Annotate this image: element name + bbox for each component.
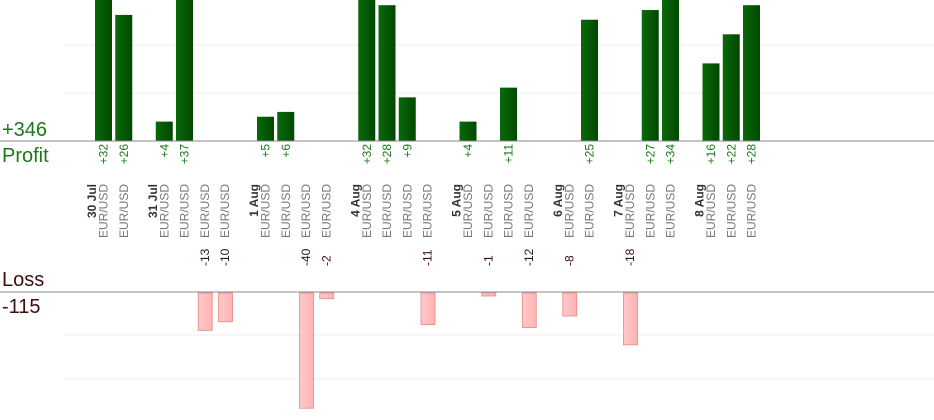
loss-value-label: -12 bbox=[522, 248, 536, 266]
profit-value-label: +27 bbox=[643, 144, 657, 165]
profit-bar bbox=[277, 111, 295, 141]
gridlines bbox=[64, 44, 934, 380]
loss-value-label: -11 bbox=[421, 249, 435, 266]
pair-tick-label: EUR/USD bbox=[461, 184, 475, 238]
profit-bar bbox=[743, 5, 760, 142]
loss-value-label: -13 bbox=[198, 248, 212, 266]
profit-bar bbox=[581, 19, 598, 141]
profit-bar bbox=[702, 63, 720, 141]
profit-bar bbox=[95, 0, 112, 141]
loss-value-label: -40 bbox=[299, 248, 313, 266]
date-label: 7 Aug bbox=[612, 184, 626, 217]
loss-bar bbox=[420, 292, 436, 326]
profit-bar bbox=[722, 34, 740, 141]
loss-bar bbox=[218, 292, 233, 323]
pair-tick-label: EUR/USD bbox=[117, 184, 131, 238]
profit-value-label: +34 bbox=[664, 144, 678, 165]
pair-tick-label: EUR/USD bbox=[360, 184, 374, 238]
loss-bar bbox=[197, 292, 213, 331]
profit-value-label: +11 bbox=[502, 144, 516, 164]
loss-value-label: -2 bbox=[319, 255, 333, 266]
pair-tick-label: EUR/USD bbox=[583, 184, 597, 238]
loss-value-label: -1 bbox=[481, 255, 495, 266]
profit-value-label: +25 bbox=[583, 144, 597, 165]
pair-tick-label: EUR/USD bbox=[421, 184, 435, 238]
loss-value-label: -10 bbox=[218, 248, 232, 266]
profit-value-label: +28 bbox=[380, 144, 394, 165]
profit-value-label: +6 bbox=[279, 144, 293, 158]
bars bbox=[95, 0, 760, 409]
pair-tick-label: EUR/USD bbox=[259, 184, 273, 238]
profit-value-label: +26 bbox=[117, 144, 131, 165]
date-label: 31 Jul bbox=[146, 184, 160, 218]
profit-value-label: +37 bbox=[178, 144, 192, 165]
date-label: 5 Aug bbox=[450, 184, 464, 217]
loss-total: -115 bbox=[2, 296, 41, 318]
profit-value-label: +9 bbox=[400, 144, 414, 158]
pair-tick-label: EUR/USD bbox=[724, 184, 738, 238]
pair-tick-label: EUR/USD bbox=[198, 184, 212, 238]
profit-bar bbox=[500, 87, 517, 141]
loss-bar bbox=[481, 292, 497, 297]
profit-bar bbox=[176, 0, 193, 141]
profit-bar bbox=[155, 121, 173, 141]
pair-tick-label: EUR/USD bbox=[704, 184, 718, 238]
pair-tick-label: EUR/USD bbox=[299, 184, 313, 238]
date-label: 4 Aug bbox=[348, 184, 362, 217]
date-label: 1 Aug bbox=[247, 184, 261, 217]
loss-value-label: -18 bbox=[623, 248, 637, 266]
pair-tick-label: EUR/USD bbox=[481, 184, 495, 238]
loss-bar bbox=[623, 292, 638, 346]
loss-bar bbox=[562, 292, 578, 317]
date-label: 8 Aug bbox=[693, 184, 707, 217]
profit-bar bbox=[662, 0, 679, 141]
profit-value-label: +4 bbox=[461, 144, 475, 158]
pair-tick-label: EUR/USD bbox=[380, 184, 394, 238]
profit-value-label: +28 bbox=[745, 144, 759, 165]
profit-value-label: +32 bbox=[360, 144, 374, 165]
profit-value-label: +32 bbox=[97, 144, 111, 165]
profit-value-label: +4 bbox=[157, 144, 171, 158]
profit-bar bbox=[257, 116, 274, 141]
profit-bar bbox=[358, 0, 376, 141]
profit-label: Profit bbox=[2, 145, 49, 167]
pair-tick-label: EUR/USD bbox=[97, 184, 111, 238]
pair-tick-label: EUR/USD bbox=[562, 184, 576, 238]
pair-tick-label: EUR/USD bbox=[279, 184, 293, 238]
pair-tick-label: EUR/USD bbox=[502, 184, 516, 238]
loss-bar bbox=[319, 292, 335, 300]
pair-tick-label: EUR/USD bbox=[157, 184, 171, 238]
pair-tick-label: EUR/USD bbox=[643, 184, 657, 238]
loss-bar bbox=[299, 292, 314, 409]
date-label: 30 Jul bbox=[85, 184, 99, 218]
pair-tick-label: EUR/USD bbox=[522, 184, 536, 238]
pair-tick-label: EUR/USD bbox=[623, 184, 637, 238]
pair-tick-label: EUR/USD bbox=[319, 184, 333, 238]
profit-bar bbox=[641, 10, 659, 141]
profit-value-label: +16 bbox=[704, 144, 718, 165]
pair-tick-label: EUR/USD bbox=[400, 184, 414, 238]
profit-bar bbox=[459, 121, 477, 141]
pair-tick-label: EUR/USD bbox=[745, 184, 759, 238]
profit-value-label: +22 bbox=[724, 144, 738, 165]
pair-tick-label: EUR/USD bbox=[664, 184, 678, 238]
profit-bar bbox=[378, 5, 396, 142]
date-label: 6 Aug bbox=[551, 184, 565, 217]
pair-tick-label: EUR/USD bbox=[218, 184, 232, 238]
profit-value-label: +5 bbox=[259, 144, 273, 158]
loss-value-label: -8 bbox=[562, 255, 576, 266]
pair-tick-label: EUR/USD bbox=[178, 184, 192, 238]
profit-bar bbox=[115, 14, 133, 141]
loss-label: Loss bbox=[2, 269, 45, 291]
profit-total: +346 bbox=[2, 119, 48, 141]
loss-bar bbox=[521, 292, 537, 328]
profit-bar bbox=[398, 97, 416, 141]
